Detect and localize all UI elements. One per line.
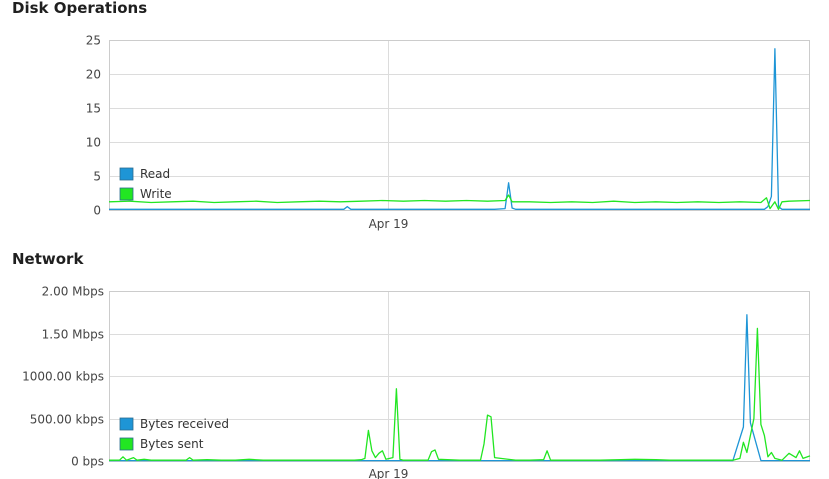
legend: Read Write: [120, 167, 172, 201]
legend-swatch: [120, 438, 133, 450]
series-line-1: [109, 195, 810, 209]
legend-swatch: [120, 168, 133, 180]
x-tick-label: Apr 19: [369, 217, 409, 231]
legend-label: Bytes received: [140, 417, 229, 431]
y-tick-label: 0: [93, 204, 101, 218]
plot-frame: [110, 41, 810, 211]
y-tick-label: 25: [86, 34, 101, 48]
series-line-0: [109, 315, 810, 461]
legend: Bytes received Bytes sent: [120, 417, 229, 451]
y-tick-label: 10: [86, 136, 101, 150]
series-line-0: [109, 49, 810, 210]
legend-swatch: [120, 188, 133, 200]
legend-label: Read: [140, 167, 170, 181]
y-tick-label: 2.00 Mbps: [42, 285, 104, 299]
y-tick-label: 0 bps: [71, 455, 104, 469]
y-tick-label: 20: [86, 68, 101, 82]
series-line-1: [109, 328, 810, 460]
x-tick-label: Apr 19: [369, 467, 409, 479]
y-tick-label: 1000.00 kbps: [22, 370, 104, 384]
network-chart: 0 bps 500.00 kbps 1000.00 kbps 1.50 Mbps 2.0…: [0, 240, 829, 479]
legend-swatch: [120, 418, 133, 430]
y-tick-label: 1.50 Mbps: [42, 328, 104, 342]
y-tick-label: 500.00 kbps: [30, 413, 104, 427]
y-tick-label: 5: [93, 170, 101, 184]
disk-operations-chart: 0 5 10 15 20 25 Apr 19 Read Write: [0, 0, 829, 240]
legend-label: Bytes sent: [140, 437, 204, 451]
y-tick-label: 15: [86, 102, 101, 116]
legend-label: Write: [140, 187, 172, 201]
